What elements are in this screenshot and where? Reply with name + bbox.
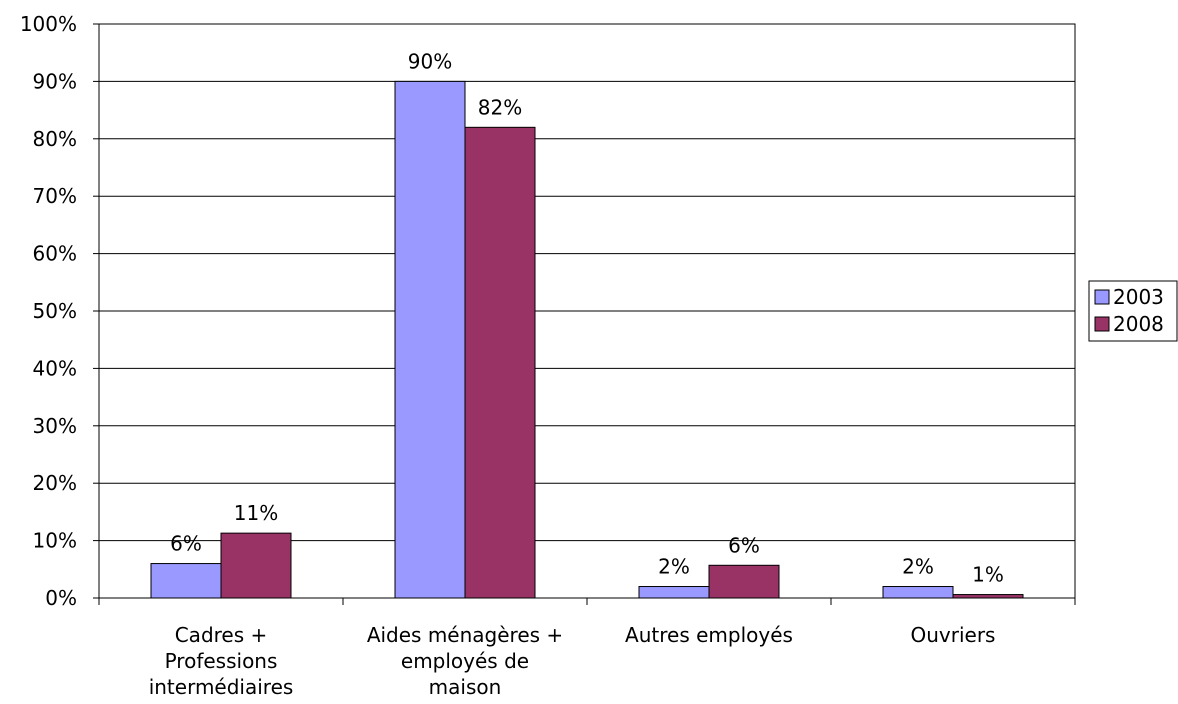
data-label: 1% (972, 563, 1004, 587)
data-label: 2% (658, 555, 690, 579)
y-tick-label: 60% (33, 242, 77, 266)
y-tick-label: 50% (33, 299, 77, 323)
x-category-label-line: Aides ménagères + (367, 623, 563, 647)
x-category-label: Ouvriers (911, 623, 996, 647)
y-tick-label: 30% (33, 414, 77, 438)
x-category-label: Cadres + Professions intermédiaires (149, 623, 294, 699)
y-tick-label: 0% (45, 586, 77, 610)
data-label: 82% (478, 95, 522, 119)
data-label: 11% (234, 501, 278, 525)
bar-2008 (708, 564, 780, 599)
y-tick-label: 20% (33, 471, 77, 495)
legend-label: 2003 (1113, 285, 1164, 309)
x-category-label-line: Cadres + (175, 623, 268, 647)
gridlines (99, 23, 1075, 542)
bar-2003 (150, 563, 222, 599)
y-tick-label: 100% (20, 12, 77, 36)
y-tick-label: 40% (33, 356, 77, 380)
x-category-label-line: Professions (165, 649, 278, 673)
bar-2003 (882, 586, 954, 599)
y-axis-ticks: 0% 10% 20% 30% 40% 50% 60% 70% 80% 90% 100% (20, 12, 99, 610)
x-category-label-line: employés de (401, 649, 529, 673)
data-label: 6% (728, 533, 760, 557)
legend-swatch-2003 (1094, 289, 1110, 305)
legend-label: 2008 (1113, 312, 1164, 336)
y-tick-label: 10% (33, 529, 77, 553)
bar-2008 (220, 532, 292, 599)
legend-swatch-2008 (1094, 316, 1110, 332)
x-category-label: Aides ménagères + employés de maison (367, 623, 563, 699)
x-category-label-line: Ouvriers (911, 623, 996, 647)
data-label: 2% (902, 555, 934, 579)
data-label: 90% (408, 49, 452, 73)
bar-2003 (394, 80, 466, 599)
data-label: 6% (170, 532, 202, 556)
y-tick-label: 90% (33, 69, 77, 93)
legend: 2003 2008 (1088, 280, 1178, 342)
bar-2008 (464, 126, 536, 599)
x-category-label: Autres employés (625, 623, 793, 647)
y-tick-label: 80% (33, 127, 77, 151)
bar-2003 (638, 586, 710, 599)
x-category-label-line: maison (429, 675, 502, 699)
y-tick-label: 70% (33, 184, 77, 208)
x-category-label-line: Autres employés (625, 623, 793, 647)
bars (150, 80, 1024, 599)
bar-2008 (952, 594, 1024, 599)
data-labels: 6% 11% 90% 82% 2% 6% 2% 1% (170, 49, 1004, 586)
x-category-label-line: intermédiaires (149, 675, 294, 699)
x-axis-categories: Cadres + Professions intermédiaires Aides m… (98, 598, 1076, 699)
